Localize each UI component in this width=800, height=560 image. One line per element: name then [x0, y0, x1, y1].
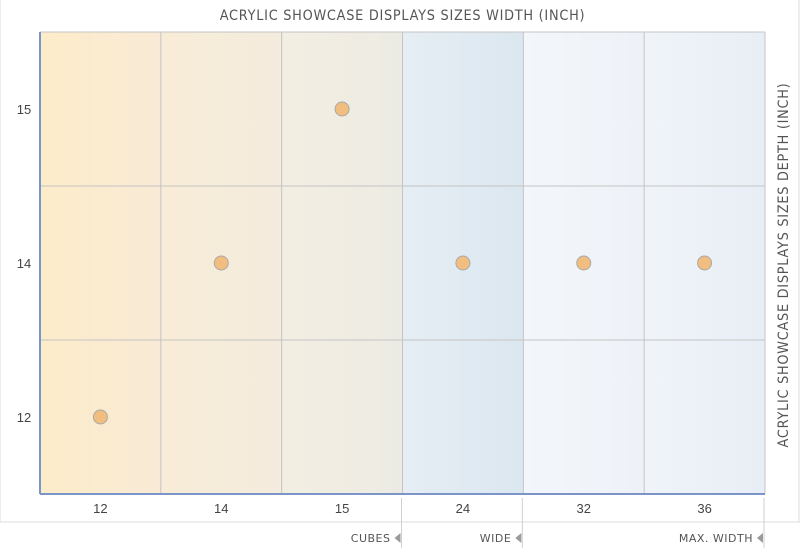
data-point	[92, 409, 108, 425]
zone-label: MAX. WIDTH	[679, 532, 753, 545]
zone-arrow-icon	[394, 533, 401, 543]
x-tick-label: 32	[577, 501, 591, 516]
data-point	[455, 255, 471, 271]
x-tick-label: 14	[214, 501, 228, 516]
x-tick-label: 24	[456, 501, 470, 516]
zone-arrow-icon	[757, 533, 763, 543]
zone-arrow-icon	[515, 533, 522, 543]
column-band	[281, 32, 403, 494]
zone-label: CUBES	[351, 532, 391, 545]
y-tick-label: 15	[17, 102, 31, 117]
x-tick-label: 12	[93, 501, 107, 516]
y-tick-label: 14	[17, 256, 31, 271]
y-tick-label: 12	[17, 410, 31, 425]
chart-title: ACRYLIC SHOWCASE DISPLAYS SIZES WIDTH (I…	[219, 8, 586, 24]
data-point	[334, 101, 350, 117]
x-tick-label: 36	[697, 501, 711, 516]
data-point	[213, 255, 229, 271]
column-band	[40, 32, 161, 494]
data-point	[697, 255, 713, 271]
zone-label: WIDE	[480, 532, 512, 545]
x-tick-label: 15	[335, 501, 349, 516]
data-point	[576, 255, 592, 271]
